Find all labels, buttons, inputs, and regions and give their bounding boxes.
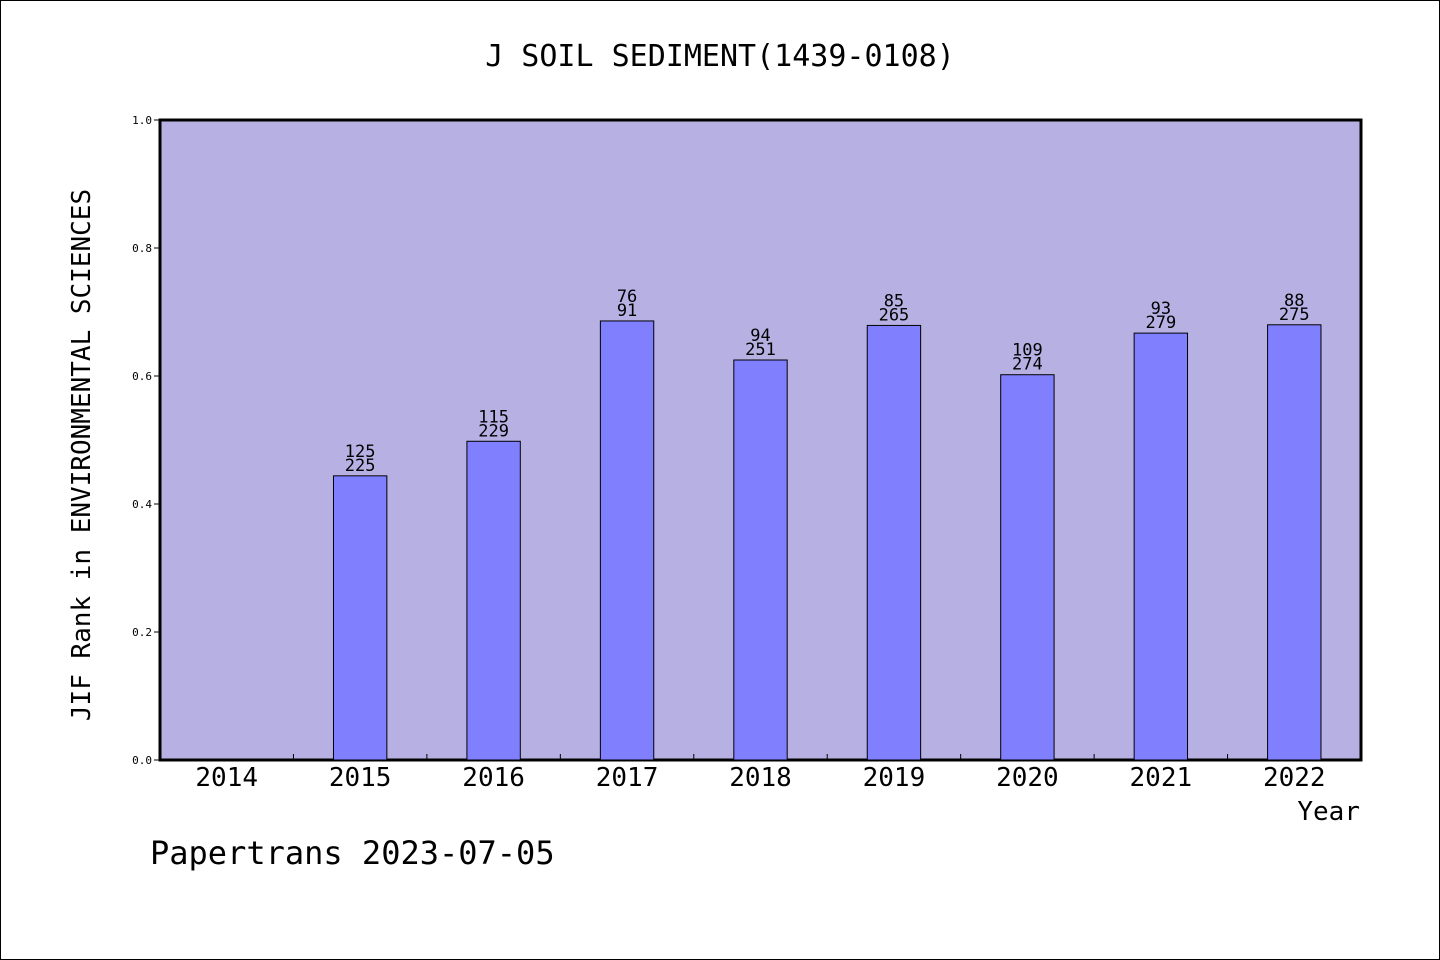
bar	[332, 475, 388, 761]
y-tick-label: 0.8	[132, 242, 152, 255]
data-label-rank: 125	[345, 442, 376, 462]
bar	[866, 324, 922, 761]
x-tick-label: 2014	[195, 763, 258, 793]
x-tick-label: 2022	[1263, 763, 1326, 793]
bar	[1000, 374, 1055, 761]
data-label-rank: 94	[750, 326, 770, 346]
bar	[599, 320, 655, 761]
data-label-total: 91	[617, 301, 637, 321]
x-axis-label: Year	[1297, 797, 1360, 827]
bar	[1133, 332, 1189, 761]
bar	[1267, 324, 1322, 761]
x-axis-ticks: 2014 2015 2016 2017 2018 2019 2020 2021 2022	[195, 754, 1326, 793]
y-tick-label: 0.0	[132, 754, 152, 767]
bar	[733, 359, 788, 761]
data-label-total: 274	[1012, 355, 1043, 375]
data-label-total: 279	[1145, 313, 1176, 333]
bar	[466, 440, 521, 761]
x-tick-label: 2015	[329, 763, 392, 793]
footer-credit: Papertrans 2023-07-05	[150, 834, 555, 872]
y-tick-label: 0.6	[132, 370, 152, 383]
data-label-rank: 109	[1012, 341, 1043, 361]
data-label-rank: 115	[478, 407, 509, 427]
x-tick-label: 2018	[729, 763, 792, 793]
data-label-total: 229	[478, 421, 509, 441]
y-tick-label: 1.0	[132, 114, 152, 127]
data-label-rank: 93	[1151, 299, 1171, 319]
y-axis-label: JIF Rank in ENVIRONMENTAL SCIENCES	[67, 189, 97, 721]
data-label-total: 275	[1279, 305, 1310, 325]
x-tick-label: 2016	[462, 763, 525, 793]
data-label-total: 225	[345, 456, 376, 476]
y-tick-label: 0.4	[132, 498, 152, 511]
x-tick-label: 2021	[1130, 763, 1193, 793]
data-label-total: 251	[745, 340, 776, 360]
data-label-rank: 88	[1284, 291, 1304, 311]
bars-group	[332, 320, 1322, 761]
data-label-rank: 76	[617, 287, 637, 307]
data-label-rank: 85	[884, 291, 904, 311]
chart-title: J SOIL SEDIMENT(1439-0108)	[485, 39, 955, 74]
y-tick-label: 0.2	[132, 626, 152, 639]
y-axis-ticks: 0.0 0.2 0.4 0.6 0.8 1.0	[132, 114, 160, 767]
x-tick-label: 2020	[996, 763, 1059, 793]
x-tick-label: 2019	[863, 763, 926, 793]
data-label-total: 265	[879, 305, 910, 325]
x-tick-label: 2017	[596, 763, 659, 793]
